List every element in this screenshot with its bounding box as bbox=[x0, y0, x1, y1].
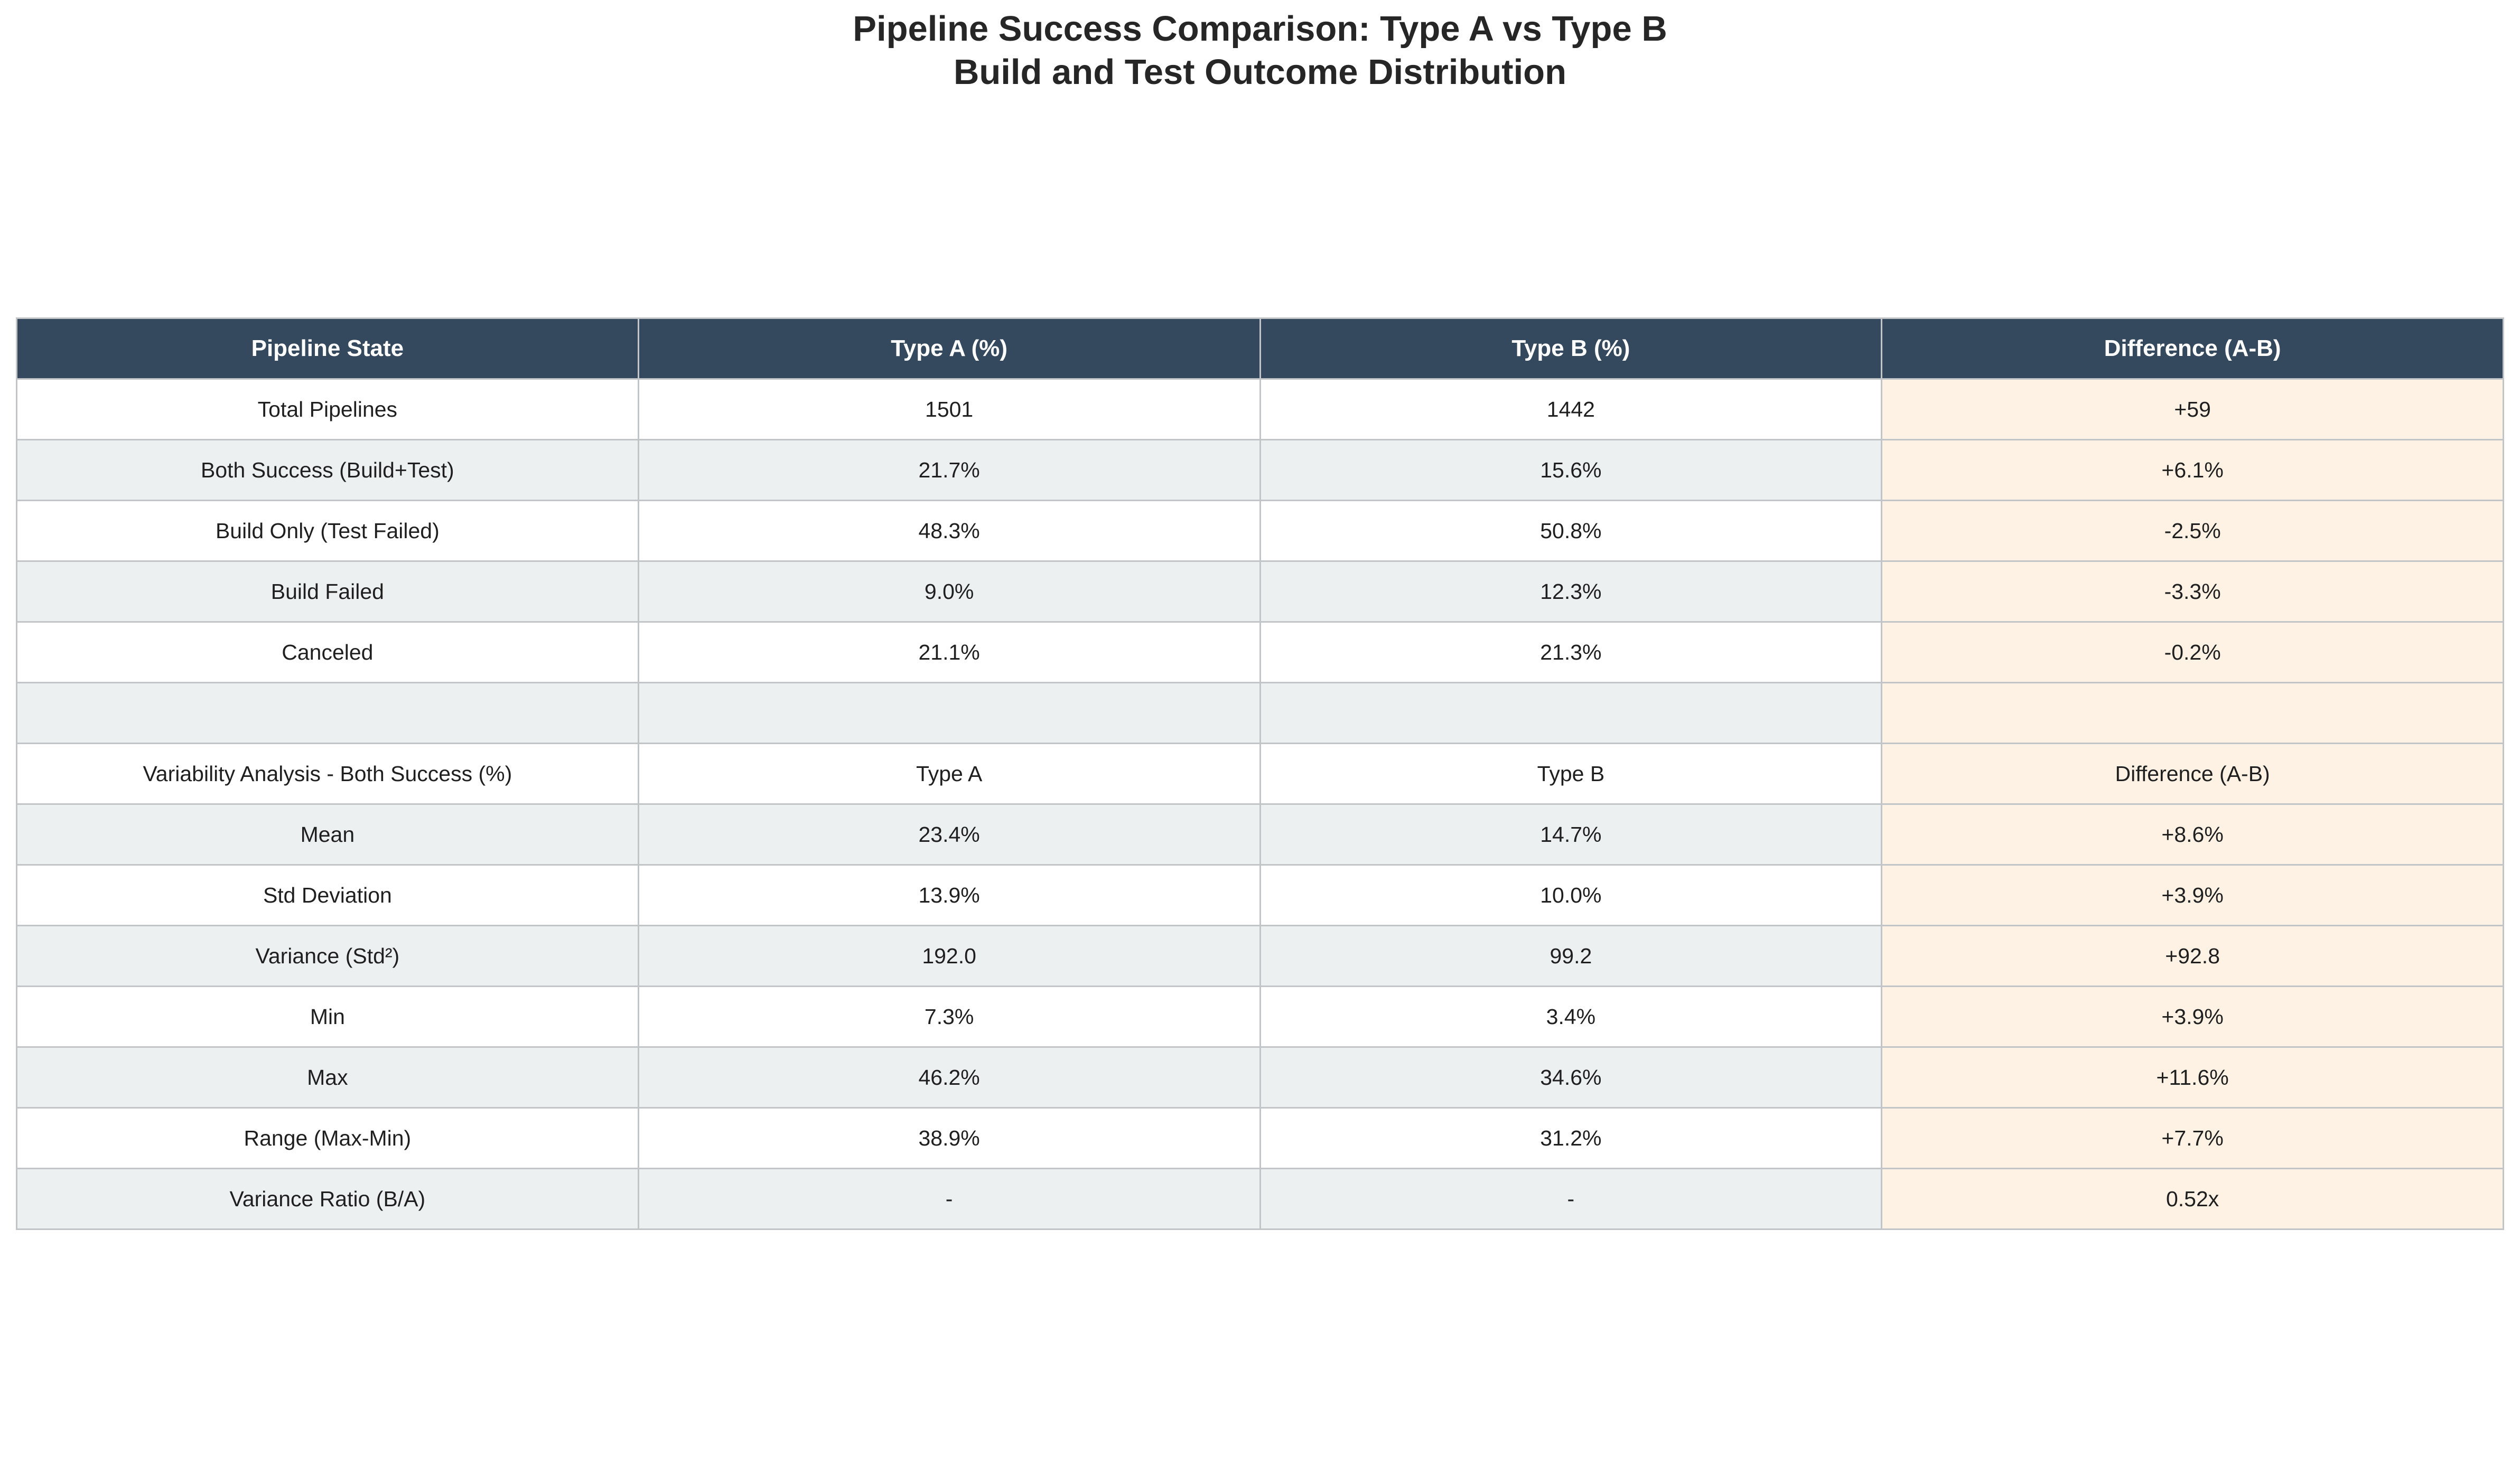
header-difference: Difference (A-B) bbox=[1881, 317, 2504, 380]
cell-label: Variability Analysis - Both Success (%) bbox=[16, 743, 639, 805]
cell-difference: +3.9% bbox=[1881, 864, 2504, 926]
cell-difference: +92.8 bbox=[1881, 925, 2504, 987]
header-type-a: Type A (%) bbox=[637, 317, 1261, 380]
cell-type-a: 1501 bbox=[637, 378, 1261, 440]
cell-label: Mean bbox=[16, 803, 639, 866]
chart-title-block: Pipeline Success Comparison: Type A vs T… bbox=[0, 7, 2520, 94]
cell-type-b: 50.8% bbox=[1259, 500, 1883, 562]
cell-type-b: Type B bbox=[1259, 743, 1883, 805]
table-row: Variance (Std²) 192.0 99.2 +92.8 bbox=[16, 925, 2504, 987]
comparison-table: Pipeline State Type A (%) Type B (%) Dif… bbox=[16, 317, 2504, 1230]
cell-type-b: 12.3% bbox=[1259, 560, 1883, 623]
table-header: Pipeline State Type A (%) Type B (%) Dif… bbox=[16, 317, 2504, 380]
cell-type-a: 9.0% bbox=[637, 560, 1261, 623]
table-row: Build Only (Test Failed) 48.3% 50.8% -2.5% bbox=[16, 500, 2504, 562]
table-row: Canceled 21.1% 21.3% -0.2% bbox=[16, 621, 2504, 683]
cell-difference: +6.1% bbox=[1881, 439, 2504, 501]
table-row bbox=[16, 682, 2504, 744]
cell-label bbox=[16, 682, 639, 744]
header-pipeline-state: Pipeline State bbox=[16, 317, 639, 380]
cell-type-b bbox=[1259, 682, 1883, 744]
cell-difference: +3.9% bbox=[1881, 985, 2504, 1048]
table-row: Max 46.2% 34.6% +11.6% bbox=[16, 1046, 2504, 1109]
header-row: Pipeline State Type A (%) Type B (%) Dif… bbox=[16, 317, 2504, 380]
cell-type-a: - bbox=[637, 1168, 1261, 1230]
table-row: Both Success (Build+Test) 21.7% 15.6% +6.1% bbox=[16, 439, 2504, 501]
cell-type-a: 21.1% bbox=[637, 621, 1261, 683]
cell-difference: -2.5% bbox=[1881, 500, 2504, 562]
cell-label: Build Only (Test Failed) bbox=[16, 500, 639, 562]
cell-label: Total Pipelines bbox=[16, 378, 639, 440]
cell-type-a: Type A bbox=[637, 743, 1261, 805]
cell-type-a bbox=[637, 682, 1261, 744]
cell-type-b: 14.7% bbox=[1259, 803, 1883, 866]
cell-type-b: 34.6% bbox=[1259, 1046, 1883, 1109]
cell-label: Std Deviation bbox=[16, 864, 639, 926]
cell-difference: -0.2% bbox=[1881, 621, 2504, 683]
cell-type-a: 48.3% bbox=[637, 500, 1261, 562]
cell-difference: 0.52x bbox=[1881, 1168, 2504, 1230]
cell-type-b: 1442 bbox=[1259, 378, 1883, 440]
cell-type-a: 23.4% bbox=[637, 803, 1261, 866]
cell-type-b: 21.3% bbox=[1259, 621, 1883, 683]
cell-difference: +8.6% bbox=[1881, 803, 2504, 866]
cell-label: Max bbox=[16, 1046, 639, 1109]
cell-label: Variance Ratio (B/A) bbox=[16, 1168, 639, 1230]
cell-difference: +59 bbox=[1881, 378, 2504, 440]
table-row: Min 7.3% 3.4% +3.9% bbox=[16, 985, 2504, 1048]
table-row: Total Pipelines 1501 1442 +59 bbox=[16, 378, 2504, 440]
cell-type-b: 31.2% bbox=[1259, 1107, 1883, 1169]
cell-label: Min bbox=[16, 985, 639, 1048]
cell-label: Range (Max-Min) bbox=[16, 1107, 639, 1169]
cell-difference: +11.6% bbox=[1881, 1046, 2504, 1109]
cell-type-b: 10.0% bbox=[1259, 864, 1883, 926]
cell-type-a: 38.9% bbox=[637, 1107, 1261, 1169]
table-row: Std Deviation 13.9% 10.0% +3.9% bbox=[16, 864, 2504, 926]
cell-type-b: - bbox=[1259, 1168, 1883, 1230]
chart-subtitle: Build and Test Outcome Distribution bbox=[953, 52, 1567, 92]
cell-type-b: 3.4% bbox=[1259, 985, 1883, 1048]
table-row: Mean 23.4% 14.7% +8.6% bbox=[16, 803, 2504, 866]
table-row: Build Failed 9.0% 12.3% -3.3% bbox=[16, 560, 2504, 623]
cell-difference bbox=[1881, 682, 2504, 744]
cell-difference: Difference (A-B) bbox=[1881, 743, 2504, 805]
header-type-b: Type B (%) bbox=[1259, 317, 1883, 380]
cell-type-b: 99.2 bbox=[1259, 925, 1883, 987]
cell-label: Canceled bbox=[16, 621, 639, 683]
table-row: Variability Analysis - Both Success (%) T… bbox=[16, 743, 2504, 805]
cell-label: Build Failed bbox=[16, 560, 639, 623]
cell-type-b: 15.6% bbox=[1259, 439, 1883, 501]
cell-type-a: 21.7% bbox=[637, 439, 1261, 501]
table-body: Total Pipelines 1501 1442 +59 Both Success (… bbox=[16, 378, 2504, 1230]
table-row: Range (Max-Min) 38.9% 31.2% +7.7% bbox=[16, 1107, 2504, 1169]
chart-title: Pipeline Success Comparison: Type A vs T… bbox=[853, 9, 1667, 49]
table-row: Variance Ratio (B/A) - -0.52x bbox=[16, 1168, 2504, 1230]
cell-type-a: 46.2% bbox=[637, 1046, 1261, 1109]
cell-label: Variance (Std²) bbox=[16, 925, 639, 987]
cell-label: Both Success (Build+Test) bbox=[16, 439, 639, 501]
cell-type-a: 13.9% bbox=[637, 864, 1261, 926]
cell-difference: -3.3% bbox=[1881, 560, 2504, 623]
cell-type-a: 7.3% bbox=[637, 985, 1261, 1048]
cell-type-a: 192.0 bbox=[637, 925, 1261, 987]
cell-difference: +7.7% bbox=[1881, 1107, 2504, 1169]
